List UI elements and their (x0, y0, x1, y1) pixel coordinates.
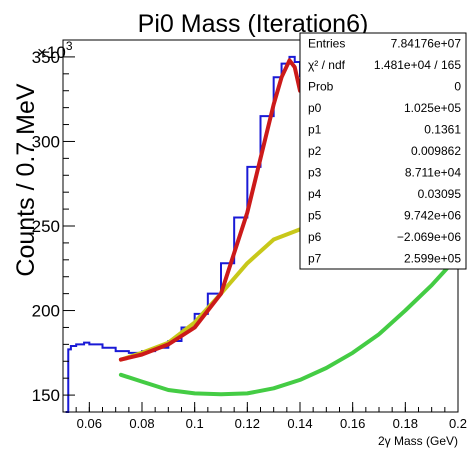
stats-row-value: −2.069e+06 (397, 230, 461, 244)
y-tick-label: 250 (32, 217, 60, 236)
x-tick-label: 0.16 (340, 416, 365, 431)
x-tick-label: 0.1 (186, 416, 204, 431)
stats-row-value: 0.009862 (411, 144, 461, 158)
y-multiplier-base: ×10 (37, 43, 66, 62)
fit-total-series (118, 58, 302, 362)
stats-row-label: χ² / ndf (308, 58, 346, 72)
stats-row-label: p2 (308, 144, 322, 158)
stats-row-value: 1.481e+04 / 165 (374, 58, 461, 72)
y-multiplier-label: ×103 (37, 39, 73, 62)
stats-row-label: p3 (308, 165, 322, 179)
stats-row-label: Entries (308, 37, 345, 51)
stats-row-label: p6 (308, 230, 322, 244)
y-tick-label: 200 (32, 302, 60, 321)
stats-row-value: 1.025e+05 (404, 101, 461, 115)
svg-text:×103: ×103 (37, 39, 73, 62)
x-tick-label: 0.18 (393, 416, 418, 431)
stats-row-value: 0.1361 (424, 123, 461, 137)
stats-row-value: 9.742e+06 (404, 208, 461, 222)
stats-row-value: 7.84176e+07 (391, 37, 462, 51)
histogram-series (65, 55, 301, 413)
stats-box: Entries 7.84176e+07 χ² / ndf 1.481e+04 / 16… (299, 32, 467, 270)
x-tick-label: 0.08 (129, 416, 154, 431)
x-tick-label: 0.06 (77, 416, 102, 431)
stats-row-value: 0 (454, 80, 461, 94)
y-multiplier-exponent: 3 (66, 39, 73, 53)
stats-row-label: p7 (308, 251, 322, 265)
stats-row-label: p1 (308, 123, 322, 137)
stats-row-value: 8.711e+04 (405, 165, 461, 179)
y-tick-label: 150 (32, 386, 60, 405)
x-tick-label: 0.2 (449, 416, 467, 431)
y-tick-label: 350 (32, 48, 60, 67)
stats-row-label: p0 (308, 101, 322, 115)
stats-row-label: p4 (308, 187, 322, 201)
y-axis-label: Counts / 0.7 MeV (12, 83, 40, 276)
stats-row-value: 0.03095 (418, 187, 462, 201)
stats-row-value: 2.599e+05 (404, 251, 461, 265)
x-tick-label: 0.14 (287, 416, 312, 431)
x-axis-label: 2γ Mass (GeV) (378, 434, 458, 448)
stats-box-frame (299, 32, 467, 270)
fit-green-series (118, 254, 460, 397)
y-tick-label: 300 (32, 132, 60, 151)
stats-row-label: p5 (308, 208, 322, 222)
x-tick-label: 0.12 (235, 416, 260, 431)
stats-row-label: Prob (308, 80, 334, 94)
